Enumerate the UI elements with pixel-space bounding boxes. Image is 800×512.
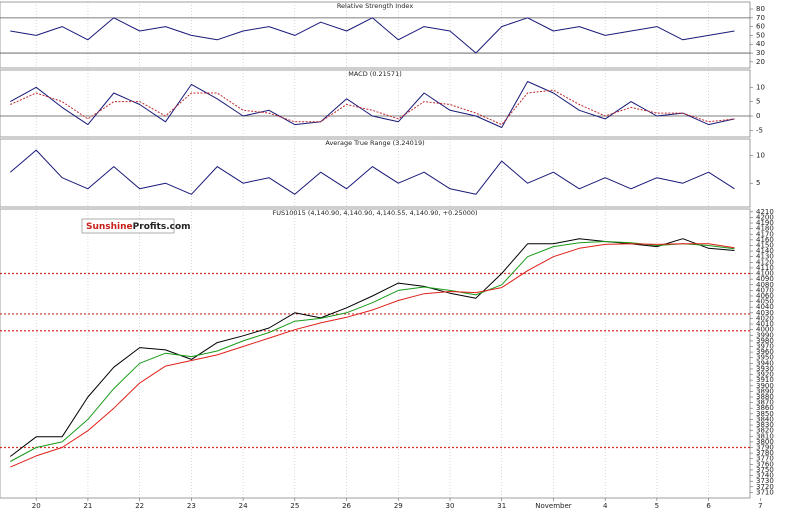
- y-tick-label: 30: [756, 49, 765, 57]
- y-tick-label: -5: [756, 126, 763, 134]
- y-tick-label: 4120: [756, 258, 774, 266]
- y-tick-label: 4030: [756, 309, 774, 317]
- y-tick-label: 4170: [756, 230, 774, 238]
- y-tick-label: 3870: [756, 399, 774, 407]
- y-tick-label: 3990: [756, 331, 774, 339]
- y-tick-label: 4100: [756, 270, 774, 278]
- panel-frame: [0, 69, 751, 138]
- x-tick-label: November: [535, 502, 572, 510]
- x-tick-label: 7: [758, 502, 762, 510]
- y-tick-label: 3980: [756, 337, 774, 345]
- panel-title: Relative Strength Index: [337, 2, 414, 10]
- logo-box: [81, 218, 175, 234]
- y-tick-label: 3860: [756, 404, 774, 412]
- y-tick-label: 80: [756, 5, 765, 13]
- y-tick-label: 4150: [756, 241, 774, 249]
- y-tick-label: 4060: [756, 292, 774, 300]
- x-tick-label: 29: [394, 502, 403, 510]
- series-line: [10, 81, 735, 128]
- y-tick-label: 20: [756, 58, 765, 66]
- y-tick-label: 3820: [756, 427, 774, 435]
- x-tick-label: 24: [239, 502, 248, 510]
- y-tick-label: 4040: [756, 303, 774, 311]
- x-tick-label: 31: [497, 502, 506, 510]
- y-tick-label: 3940: [756, 359, 774, 367]
- y-tick-label: 3750: [756, 466, 774, 474]
- x-tick-label: 4: [603, 502, 608, 510]
- series-line: [10, 243, 735, 468]
- panel-frame: [0, 138, 751, 208]
- y-tick-label: 3950: [756, 354, 774, 362]
- x-tick-label: 25: [290, 502, 299, 510]
- series-line: [9, 149, 735, 195]
- y-tick-label: 3770: [756, 455, 774, 463]
- x-tick-label: 5: [655, 502, 659, 510]
- y-tick-label: 3830: [756, 421, 774, 429]
- y-tick-label: 4130: [756, 253, 774, 261]
- x-tick-label: 21: [83, 502, 92, 510]
- x-tick-label: 23: [187, 502, 196, 510]
- y-tick-label: 4210: [756, 208, 774, 216]
- y-tick-label: 5: [756, 98, 760, 106]
- y-tick-label: 3840: [756, 415, 774, 423]
- y-tick-label: 4110: [756, 264, 774, 272]
- y-tick-label: 3810: [756, 432, 774, 440]
- y-tick-label: 60: [756, 23, 765, 31]
- y-tick-label: 50: [756, 31, 765, 39]
- series-line: [10, 17, 735, 54]
- y-tick-label: 4190: [756, 219, 774, 227]
- x-tick-label: 30: [446, 502, 455, 510]
- y-tick-label: 3850: [756, 410, 774, 418]
- y-tick-label: 4020: [756, 314, 774, 322]
- y-tick-label: 3800: [756, 438, 774, 446]
- y-tick-label: 3710: [756, 488, 774, 496]
- y-tick-label: 10: [756, 152, 765, 160]
- y-tick-label: 40: [756, 40, 765, 48]
- panel-title: Average True Range (3.24019): [325, 139, 424, 147]
- logo-sunshine: Sunshine: [86, 222, 133, 232]
- y-tick-label: 70: [756, 14, 765, 22]
- x-tick-label: 20: [32, 502, 41, 510]
- x-tick-label: 6: [706, 502, 711, 510]
- y-tick-label: 3720: [756, 483, 774, 491]
- y-tick-label: 4050: [756, 298, 774, 306]
- y-tick-label: 3920: [756, 371, 774, 379]
- y-tick-label: 3970: [756, 342, 774, 350]
- x-tick-label: 22: [135, 502, 144, 510]
- y-tick-label: 3880: [756, 393, 774, 401]
- y-tick-label: 3960: [756, 348, 774, 356]
- panel-frame: [0, 208, 751, 499]
- x-tick-label: 26: [342, 502, 351, 510]
- y-tick-label: 4070: [756, 286, 774, 294]
- y-tick-label: 3890: [756, 387, 774, 395]
- panel-title: MACD (0.21571): [348, 70, 402, 78]
- y-tick-label: 3910: [756, 376, 774, 384]
- logo-profits: Profits.com: [133, 222, 191, 232]
- y-tick-label: 4090: [756, 275, 774, 283]
- y-tick-label: 4080: [756, 281, 774, 289]
- y-tick-label: 3740: [756, 472, 774, 480]
- y-tick-label: 3760: [756, 460, 774, 468]
- panel-title: FUS10015 (4,140.90, 4,140.90, 4,140.55, …: [272, 209, 477, 217]
- y-tick-label: 3930: [756, 365, 774, 373]
- y-tick-label: 3790: [756, 443, 774, 451]
- panel-frame: [0, 1, 751, 69]
- y-tick-label: 4140: [756, 247, 774, 255]
- y-tick-label: 4200: [756, 213, 774, 221]
- y-tick-label: 3730: [756, 477, 774, 485]
- y-tick-label: 4180: [756, 225, 774, 233]
- y-tick-label: 4000: [756, 326, 774, 334]
- y-tick-label: 3900: [756, 382, 774, 390]
- series-line: [10, 241, 735, 462]
- y-tick-label: 4160: [756, 236, 774, 244]
- y-tick-label: 10: [756, 83, 765, 91]
- y-tick-label: 3780: [756, 449, 774, 457]
- logo-text: SunshineProfits.com: [86, 222, 191, 232]
- y-tick-label: 5: [756, 179, 760, 187]
- y-tick-label: 0: [756, 112, 760, 120]
- y-tick-label: 4010: [756, 320, 774, 328]
